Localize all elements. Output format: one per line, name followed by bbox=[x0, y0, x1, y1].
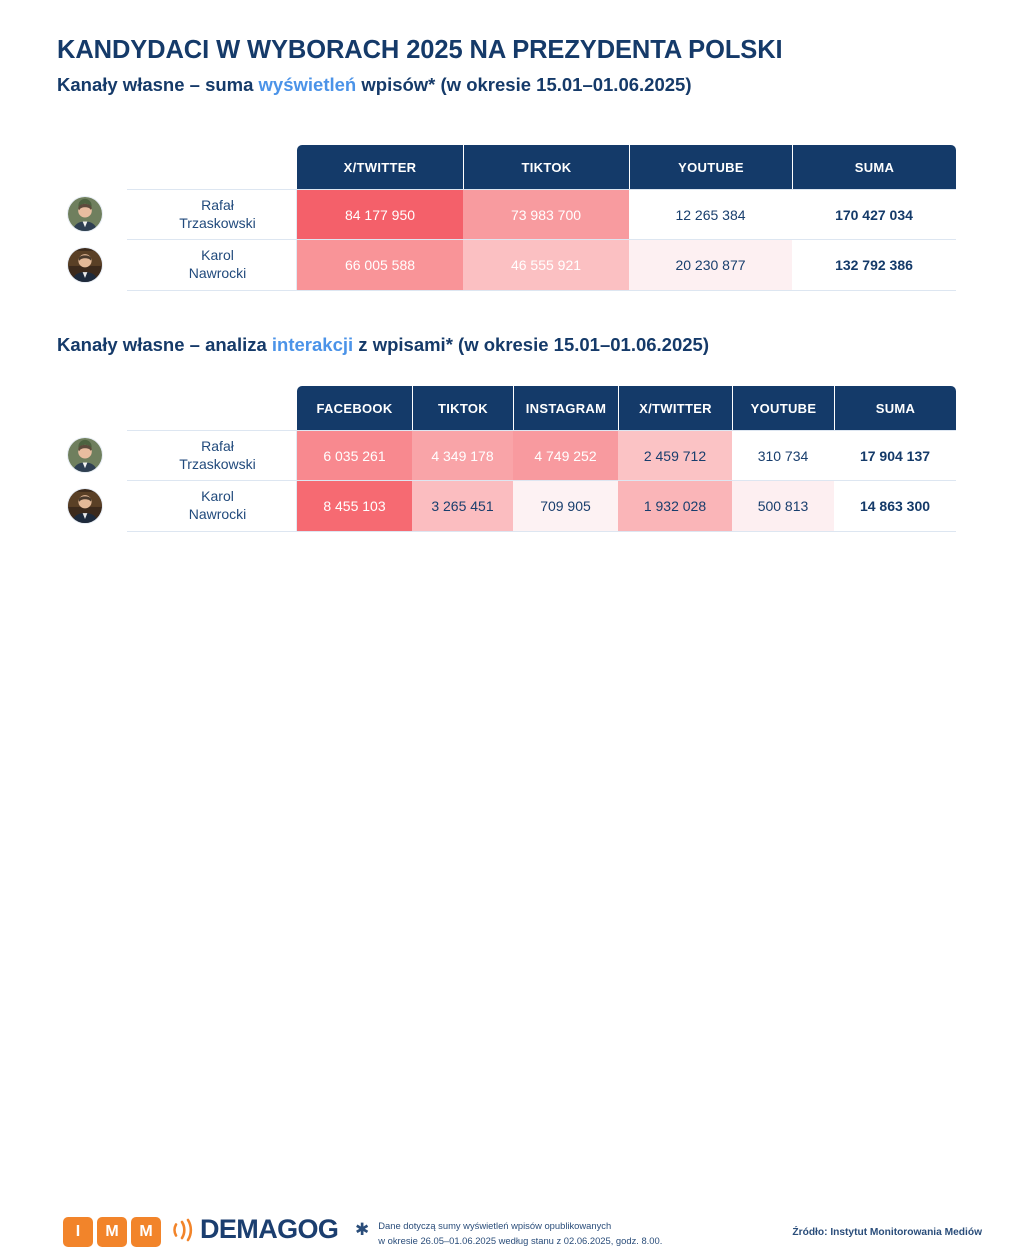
views-table: X/TWITTER TIKTOK YOUTUBE SUMA Rafał Trzaskow… bbox=[127, 145, 956, 291]
views-table-header-row: X/TWITTER TIKTOK YOUTUBE SUMA bbox=[127, 145, 956, 189]
candidate-last-name: Nawrocki bbox=[188, 506, 247, 522]
metric-cell: 3 265 451 bbox=[412, 481, 513, 532]
interactions-table-column-header: SUMA bbox=[834, 386, 956, 430]
metric-cell: 46 555 921 bbox=[463, 240, 629, 291]
avatar-trzaskowski bbox=[67, 437, 103, 473]
demagog-wordmark: DEMAGOG bbox=[200, 1214, 339, 1244]
footnote-line-2: w okresie 26.05–01.06.2025 według stanu … bbox=[378, 1234, 663, 1246]
subtitle-interactions-pre: Kanały własne – analiza bbox=[57, 334, 272, 355]
interactions-table: FACEBOOK TIKTOK INSTAGRAM X/TWITTER YOUTUBE S… bbox=[127, 386, 956, 532]
metric-cell: 500 813 bbox=[732, 481, 834, 532]
subtitle-interactions-post: z wpisami* (w okresie 15.01–01.06.2025) bbox=[353, 334, 709, 355]
interactions-table-name-header bbox=[127, 386, 297, 430]
metric-cell: 12 265 384 bbox=[629, 189, 792, 240]
subtitle-views-pre: Kanały własne – suma bbox=[57, 74, 259, 95]
metric-cell: 1 932 028 bbox=[618, 481, 732, 532]
views-table-block: X/TWITTER TIKTOK YOUTUBE SUMA Rafał Trzaskow… bbox=[127, 145, 956, 291]
views-table-column-header: X/TWITTER bbox=[297, 145, 463, 189]
subtitle-views-post: wpisów* (w okresie 15.01–01.06.2025) bbox=[356, 74, 692, 95]
candidate-last-name: Trzaskowski bbox=[179, 214, 256, 231]
metric-cell: 84 177 950 bbox=[297, 189, 463, 240]
subtitle-views: Kanały własne – suma wyświetleń wpisów* … bbox=[57, 74, 691, 96]
demagog-logo: DEMAGOG bbox=[172, 1214, 339, 1244]
candidate-first-name: Rafał bbox=[201, 196, 234, 213]
metric-cell: 310 734 bbox=[732, 430, 834, 481]
candidate-name-cell: Karol Nawrocki bbox=[127, 481, 297, 532]
sound-wave-icon bbox=[173, 1218, 193, 1241]
sum-cell: 170 427 034 bbox=[792, 189, 956, 240]
metric-cell: 6 035 261 bbox=[297, 430, 412, 481]
candidate-name-cell: Karol Nawrocki bbox=[127, 240, 297, 291]
subtitle-interactions: Kanały własne – analiza interakcji z wpi… bbox=[57, 334, 709, 356]
interactions-table-block: FACEBOOK TIKTOK INSTAGRAM X/TWITTER YOUTUBE S… bbox=[127, 386, 956, 532]
table-row: Rafał Trzaskowski 84 177 950 73 983 700 12 2… bbox=[127, 189, 956, 240]
candidate-name-cell: Rafał Trzaskowski bbox=[127, 189, 297, 240]
views-table-name-header bbox=[127, 145, 297, 189]
footnote: ✱ Dane dotyczą sumy wyświetleń wpisów op… bbox=[355, 1219, 662, 1248]
imm-logo-letter: I bbox=[63, 1217, 93, 1247]
candidate-name-cell: Rafał Trzaskowski bbox=[127, 430, 297, 481]
candidate-first-name: Karol bbox=[201, 247, 234, 264]
views-table-column-header: YOUTUBE bbox=[629, 145, 792, 189]
metric-cell: 4 749 252 bbox=[513, 430, 618, 481]
interactions-table-body: Rafał Trzaskowski 6 035 261 4 349 178 4 749 … bbox=[127, 430, 956, 532]
candidate-last-name: Trzaskowski bbox=[179, 455, 256, 472]
imm-logo-letter: M bbox=[97, 1217, 127, 1247]
asterisk-icon: ✱ bbox=[355, 1220, 370, 1239]
metric-cell: 709 905 bbox=[513, 481, 618, 532]
table-row: Karol Nawrocki 66 005 588 46 555 921 20 230 … bbox=[127, 240, 956, 291]
avatar-trzaskowski bbox=[67, 196, 103, 232]
metric-cell: 73 983 700 bbox=[463, 189, 629, 240]
subtitle-interactions-highlight: interakcji bbox=[271, 334, 354, 355]
sum-cell: 132 792 386 bbox=[792, 240, 956, 291]
interactions-table-column-header: FACEBOOK bbox=[297, 386, 412, 430]
interactions-table-column-header: TIKTOK bbox=[412, 386, 513, 430]
candidate-last-name: Nawrocki bbox=[188, 265, 247, 281]
subtitle-views-highlight: wyświetleń bbox=[258, 74, 357, 95]
metric-cell: 20 230 877 bbox=[629, 240, 792, 291]
sum-cell: 14 863 300 bbox=[834, 481, 956, 532]
imm-logo-letter: M bbox=[131, 1217, 161, 1247]
candidate-first-name: Karol bbox=[201, 488, 234, 505]
metric-cell: 8 455 103 bbox=[297, 481, 412, 532]
interactions-table-column-header: INSTAGRAM bbox=[513, 386, 618, 430]
metric-cell: 66 005 588 bbox=[297, 240, 463, 291]
views-table-column-header: SUMA bbox=[792, 145, 956, 189]
metric-cell: 4 349 178 bbox=[412, 430, 513, 481]
footnote-line-1: Dane dotyczą sumy wyświetleń wpisów opub… bbox=[378, 1220, 612, 1231]
page-title: KANDYDACI W WYBORACH 2025 NA PREZYDENTA … bbox=[57, 36, 783, 64]
footnote-text: Dane dotyczą sumy wyświetleń wpisów opub… bbox=[378, 1219, 662, 1248]
interactions-table-header-row: FACEBOOK TIKTOK INSTAGRAM X/TWITTER YOUTUBE S… bbox=[127, 386, 956, 430]
sum-cell: 17 904 137 bbox=[834, 430, 956, 481]
avatar-nawrocki bbox=[67, 247, 103, 283]
interactions-table-column-header: X/TWITTER bbox=[618, 386, 732, 430]
interactions-table-column-header: YOUTUBE bbox=[732, 386, 834, 430]
views-table-body: Rafał Trzaskowski 84 177 950 73 983 700 12 2… bbox=[127, 189, 956, 291]
source-note: Źródło: Instytut Monitorowania Mediów bbox=[792, 1227, 982, 1238]
table-row: Karol Nawrocki 8 455 103 3 265 451 709 905 1 … bbox=[127, 481, 956, 532]
avatar-nawrocki bbox=[67, 488, 103, 524]
candidate-first-name: Rafał bbox=[201, 437, 234, 454]
views-table-column-header: TIKTOK bbox=[463, 145, 629, 189]
metric-cell: 2 459 712 bbox=[618, 430, 732, 481]
table-row: Rafał Trzaskowski 6 035 261 4 349 178 4 749 … bbox=[127, 430, 956, 481]
